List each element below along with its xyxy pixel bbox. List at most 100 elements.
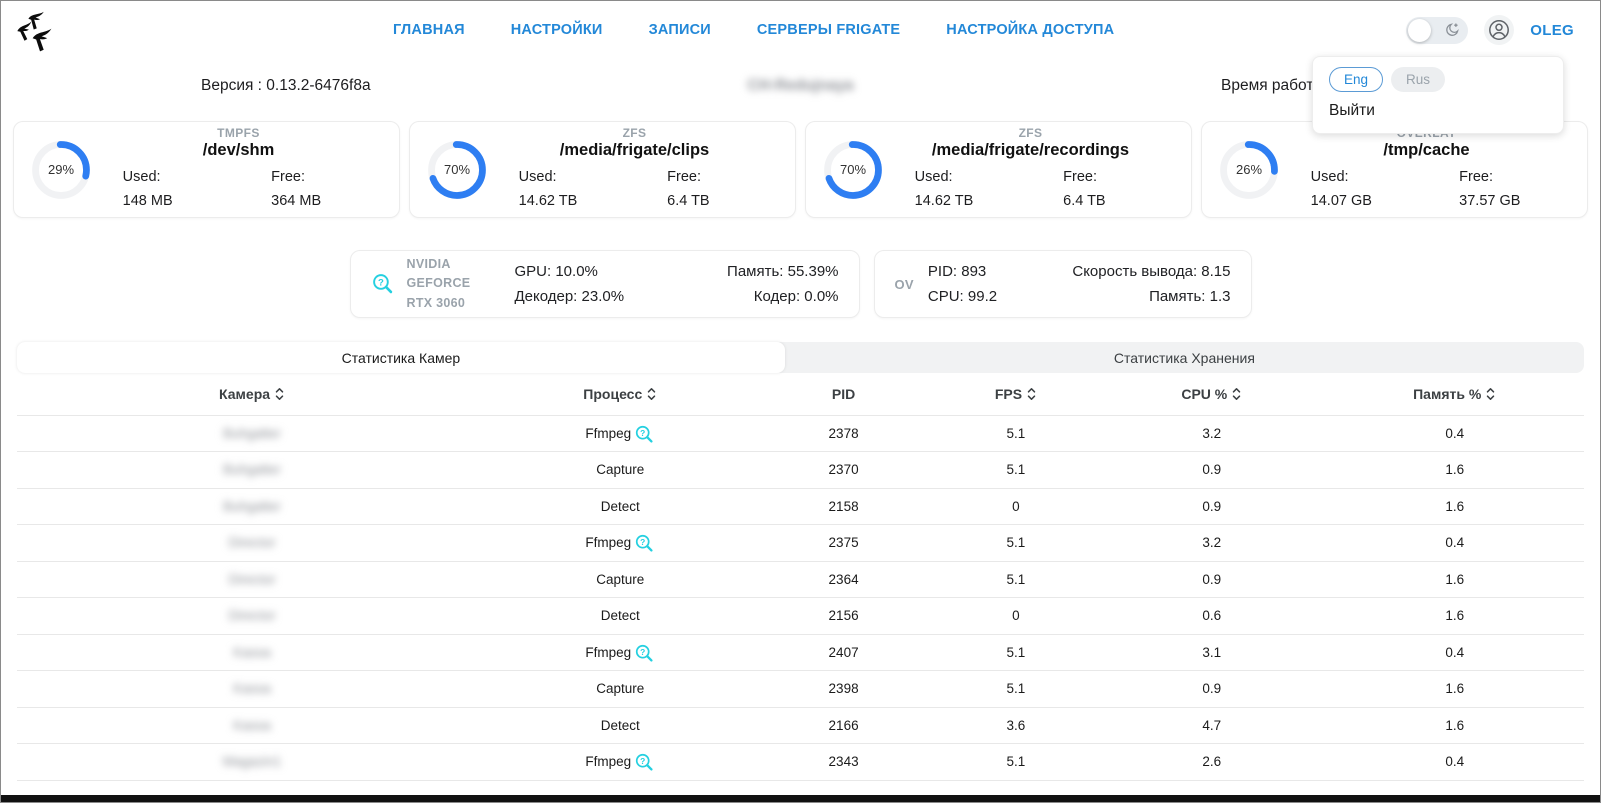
- tab-storage-stats[interactable]: Статистика Хранения: [1113, 349, 1255, 366]
- theme-toggle-knob[interactable]: [1408, 18, 1432, 42]
- process-name: Capture: [596, 571, 645, 587]
- user-dropdown-menu: Eng Rus Выйти: [1312, 56, 1564, 134]
- svg-text:?: ?: [640, 756, 645, 766]
- frigate-logo-icon: [17, 11, 52, 52]
- used-label: Used:: [914, 169, 953, 186]
- table-row: Kassa Ffmpeg? 2407 5.1 3.1 0.4: [17, 633, 1584, 671]
- cpu-value: 0.9: [1098, 451, 1326, 488]
- column-header-pid: PID: [831, 385, 856, 402]
- gpu-memory: Память: 55.39%: [727, 262, 839, 280]
- used-value: 148 MB: [122, 192, 173, 209]
- pid-value: 2156: [753, 597, 934, 634]
- username-label[interactable]: OLEG: [1530, 21, 1574, 39]
- theme-toggle[interactable]: [1406, 16, 1469, 44]
- language-option-rus[interactable]: Rus: [1391, 67, 1446, 92]
- cpu-value: 0.6: [1098, 597, 1326, 634]
- sort-icon: [1027, 387, 1036, 400]
- fps-value: 5.1: [933, 633, 1099, 671]
- column-header-camera[interactable]: Камера: [17, 373, 487, 415]
- pid-value: 2375: [753, 524, 934, 561]
- storage-card-recordings: 70% ZFS /media/frigate/recordings Used: …: [805, 121, 1192, 218]
- ffmpeg-debug-icon[interactable]: ?: [634, 424, 655, 445]
- storage-cards-row: 29% TMPFS /dev/shm Used: Free: 148 MB 36…: [13, 121, 1588, 218]
- svg-text:?: ?: [640, 537, 645, 547]
- ffmpeg-debug-icon[interactable]: ?: [634, 752, 655, 773]
- mount-path: /media/frigate/clips: [559, 141, 710, 160]
- column-header-process[interactable]: Процесс: [487, 373, 753, 415]
- user-avatar[interactable]: [1484, 15, 1515, 45]
- tab-camera-stats[interactable]: Статистика Камер: [17, 342, 785, 373]
- free-value: 6.4 TB: [1063, 192, 1106, 209]
- free-label: Free:: [1063, 169, 1097, 186]
- column-header-cpu[interactable]: CPU %: [1098, 373, 1325, 415]
- process-name: Capture: [596, 681, 645, 697]
- used-label: Used:: [122, 169, 161, 186]
- camera-name-blurred: Director: [17, 524, 488, 561]
- used-label: Used:: [518, 169, 557, 186]
- memory-value: 0.4: [1325, 414, 1584, 452]
- pid-value: 2407: [753, 633, 934, 671]
- camera-name-blurred: Kassa: [17, 670, 488, 707]
- ffmpeg-debug-icon[interactable]: ?: [634, 533, 655, 554]
- free-label: Free:: [271, 169, 305, 186]
- table-row: Director Capture 2364 5.1 0.9 1.6: [17, 560, 1584, 598]
- memory-value: 1.6: [1325, 487, 1584, 525]
- usage-donut: 26%: [1220, 140, 1278, 199]
- table-row: Magazin1 Ffmpeg? 2343 5.1 2.6 0.4: [17, 743, 1584, 781]
- nav-item-home[interactable]: ГЛАВНАЯ: [393, 22, 465, 38]
- fps-value: 0: [933, 597, 1099, 634]
- ffmpeg-debug-icon[interactable]: ?: [634, 643, 655, 664]
- logout-menu-item[interactable]: Выйти: [1329, 102, 1375, 119]
- memory-value: 1.6: [1325, 560, 1584, 598]
- table-row: Buhgalter Detect 2158 0 0.9 1.6: [17, 487, 1584, 525]
- column-header-memory[interactable]: Память %: [1325, 373, 1584, 415]
- nav-item-access-settings[interactable]: НАСТРОЙКА ДОСТУПА: [946, 22, 1115, 38]
- used-value: 14.07 GB: [1310, 192, 1372, 209]
- svg-text:?: ?: [640, 428, 645, 438]
- ov-stats-left: PID: 893 CPU: 99.2: [928, 259, 997, 310]
- filesystem-type: ZFS: [1018, 126, 1043, 141]
- svg-text:?: ?: [640, 647, 645, 657]
- pid-value: 2378: [753, 414, 934, 452]
- process-name: Ffmpeg: [585, 754, 632, 770]
- storage-card-dev-shm: 29% TMPFS /dev/shm Used: Free: 148 MB 36…: [13, 121, 400, 218]
- debug-magnifier-icon: ?: [372, 274, 392, 294]
- gpu-decoder: Декодер: 23.0%: [514, 288, 625, 305]
- nav-item-settings[interactable]: НАСТРОЙКИ: [510, 22, 603, 38]
- gpu-stats-right: Память: 55.39% Кодер: 0.0%: [727, 259, 838, 310]
- gpu-encoder: Кодер: 0.0%: [753, 288, 839, 305]
- ov-pid: PID: 893: [927, 262, 987, 280]
- gpu-stats-left: GPU: 10.0% Декодер: 23.0%: [515, 259, 625, 310]
- svg-text:?: ?: [378, 277, 384, 288]
- filesystem-type: ZFS: [622, 126, 647, 141]
- pid-value: 2343: [753, 743, 934, 781]
- nav-item-recordings[interactable]: ЗАПИСИ: [648, 22, 711, 38]
- cpu-value: 2.6: [1098, 743, 1326, 781]
- column-header-fps[interactable]: FPS: [934, 373, 1099, 415]
- pid-value: 2364: [753, 560, 934, 598]
- camera-name-blurred: Kassa: [17, 633, 488, 671]
- pid-value: 2166: [753, 706, 934, 744]
- ov-stats-right: Скорость вывода: 8.15 Память: 1.3: [1072, 259, 1230, 310]
- ov-memory: Память: 1.3: [1149, 288, 1231, 305]
- cpu-value: 0.9: [1098, 487, 1326, 525]
- pid-value: 2158: [753, 487, 934, 525]
- memory-value: 1.6: [1325, 451, 1584, 488]
- usage-donut: 70%: [824, 140, 882, 199]
- fps-value: 0: [933, 487, 1099, 525]
- used-value: 14.62 TB: [518, 192, 578, 209]
- camera-name-blurred: Buhgalter: [17, 451, 488, 488]
- storage-card-clips: 70% ZFS /media/frigate/clips Used: Free:…: [409, 121, 796, 218]
- nav-item-frigate-servers[interactable]: СЕРВЕРЫ FRIGATE: [756, 22, 901, 38]
- table-row: Director Detect 2156 0 0.6 1.6: [17, 597, 1584, 634]
- sort-icon: [648, 387, 656, 400]
- gpu-name: NVIDIA GEFORCE RTX 3060: [406, 256, 471, 310]
- mount-path: /dev/shm: [202, 141, 275, 160]
- memory-value: 1.6: [1325, 670, 1584, 707]
- cpu-value: 0.9: [1098, 560, 1326, 598]
- memory-value: 1.6: [1325, 706, 1584, 744]
- camera-name-blurred: Director: [17, 560, 488, 598]
- usage-percent: 26%: [1235, 162, 1263, 177]
- language-option-eng[interactable]: Eng: [1329, 67, 1384, 92]
